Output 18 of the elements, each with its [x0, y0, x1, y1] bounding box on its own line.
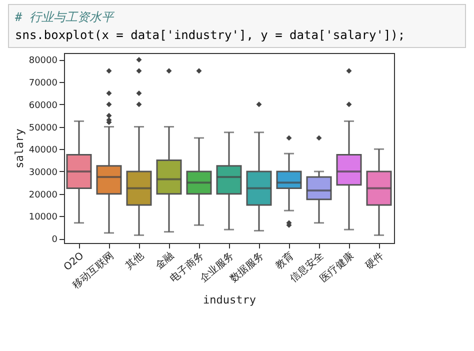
y-tick-label: 30000	[28, 168, 58, 178]
y-tick-label: 0	[52, 235, 58, 246]
y-tick-label: 10000	[28, 212, 58, 223]
x-tick-label: 金融	[153, 250, 176, 272]
x-tick-label: 硬件	[364, 250, 386, 272]
y-tick-label: 40000	[28, 146, 58, 156]
x-tick-label: 其他	[123, 250, 146, 272]
text: # 行业与工资水平	[15, 10, 114, 24]
y-tick-label: 70000	[28, 78, 58, 89]
y-tick-label: 50000	[28, 123, 58, 134]
y-tick-label: 20000	[28, 190, 58, 200]
y-tick-label: 80000	[28, 56, 58, 66]
y-axis-title: salary	[12, 128, 26, 168]
x-tick-label: O2O	[62, 250, 86, 274]
x-axis-title: industry	[203, 293, 256, 306]
y-tick-label: 60000	[28, 100, 58, 111]
text: sns.boxplot(x = data['industry'], y = data['salary']);	[15, 28, 406, 42]
x-tick-label: 教育	[273, 250, 296, 272]
